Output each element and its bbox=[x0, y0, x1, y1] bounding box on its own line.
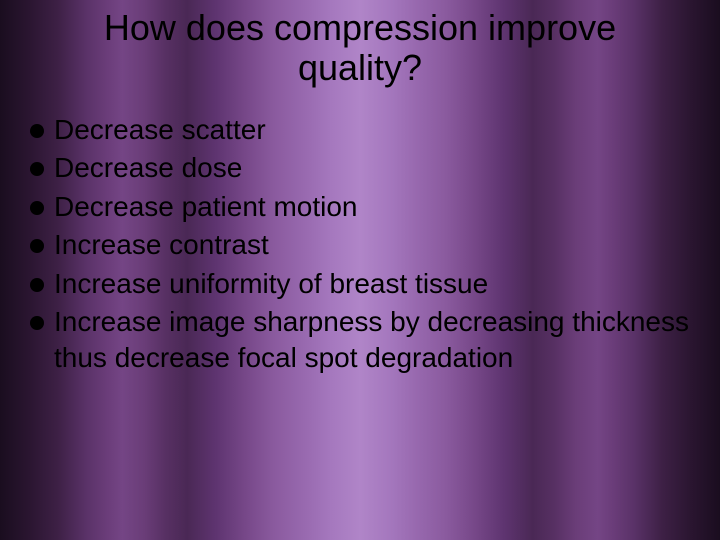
bullet-icon bbox=[30, 201, 44, 215]
list-item: Decrease patient motion bbox=[30, 189, 690, 225]
bullet-list: Decrease scatter Decrease dose Decrease … bbox=[30, 112, 690, 379]
bullet-icon bbox=[30, 162, 44, 176]
title-region: How does compression improve quality? bbox=[0, 8, 720, 87]
bullet-icon bbox=[30, 124, 44, 138]
bullet-icon bbox=[30, 239, 44, 253]
bullet-icon bbox=[30, 278, 44, 292]
slide-title: How does compression improve quality? bbox=[0, 8, 720, 87]
list-item: Decrease scatter bbox=[30, 112, 690, 148]
slide-container: How does compression improve quality? De… bbox=[0, 0, 720, 540]
list-item: Increase contrast bbox=[30, 227, 690, 263]
bullet-icon bbox=[30, 316, 44, 330]
bullet-text: Increase image sharpness by decreasing t… bbox=[54, 304, 690, 377]
list-item: Decrease dose bbox=[30, 150, 690, 186]
bullet-text: Decrease dose bbox=[54, 150, 242, 186]
bullet-text: Increase uniformity of breast tissue bbox=[54, 266, 488, 302]
list-item: Increase image sharpness by decreasing t… bbox=[30, 304, 690, 377]
bullet-text: Decrease scatter bbox=[54, 112, 266, 148]
bullet-text: Decrease patient motion bbox=[54, 189, 358, 225]
bullet-text: Increase contrast bbox=[54, 227, 269, 263]
list-item: Increase uniformity of breast tissue bbox=[30, 266, 690, 302]
